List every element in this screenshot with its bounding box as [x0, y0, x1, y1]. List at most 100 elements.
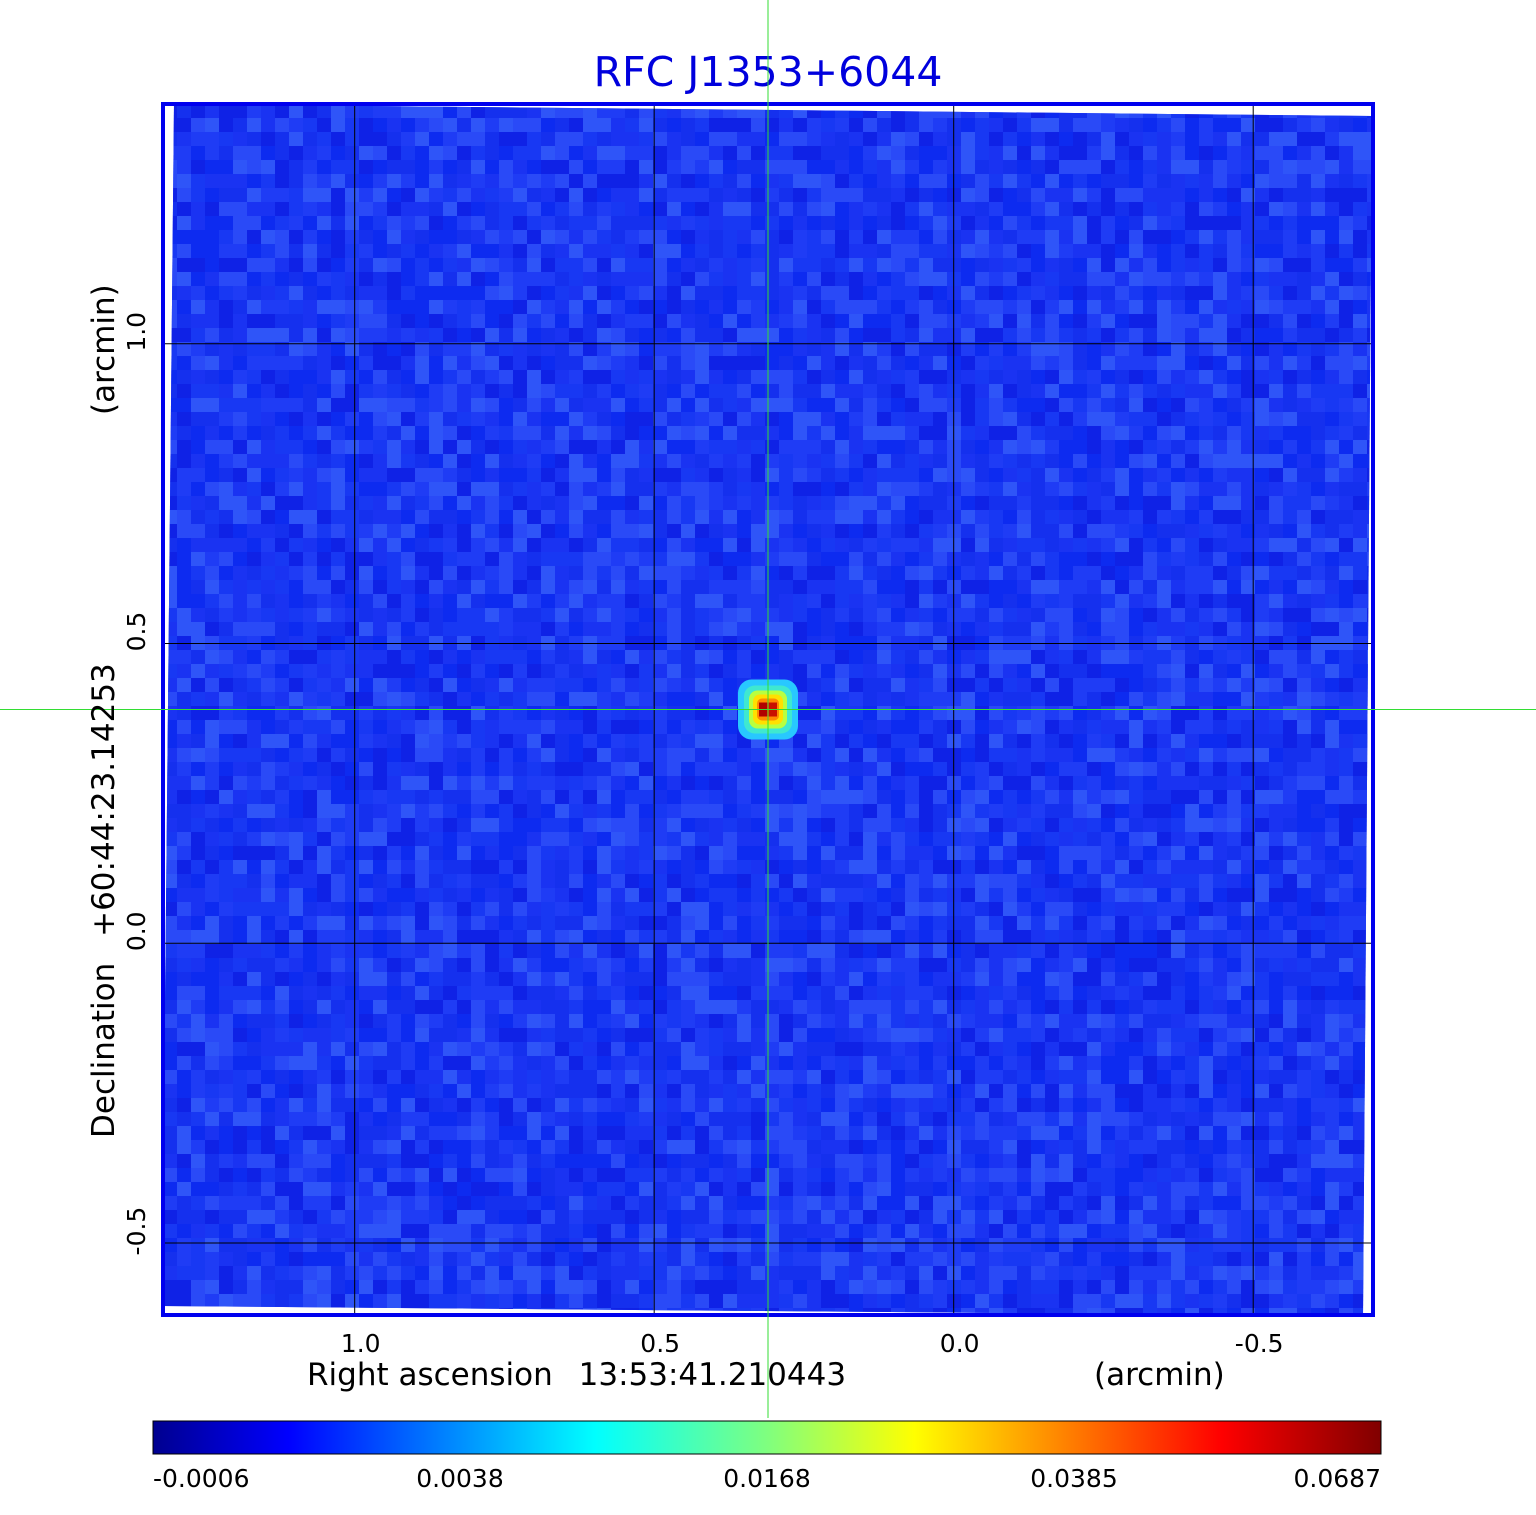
noise-cell	[1101, 244, 1115, 258]
noise-cell	[849, 720, 863, 734]
noise-cell	[611, 566, 625, 580]
noise-cell	[499, 692, 513, 706]
noise-cell	[317, 300, 331, 314]
noise-cell	[891, 426, 905, 440]
noise-cell	[1367, 342, 1372, 356]
noise-cell	[821, 328, 835, 342]
noise-cell	[863, 692, 877, 706]
noise-cell	[1101, 412, 1115, 426]
noise-cell	[275, 146, 289, 160]
noise-cell	[1199, 818, 1213, 832]
noise-cell	[429, 594, 443, 608]
noise-cell	[765, 804, 779, 818]
noise-cell	[163, 720, 177, 734]
noise-cell	[639, 314, 653, 328]
noise-cell	[1339, 370, 1353, 384]
noise-cell	[611, 314, 625, 328]
noise-cell	[485, 132, 499, 146]
noise-cell	[541, 776, 555, 790]
noise-cell	[877, 356, 891, 370]
noise-cell	[1129, 384, 1143, 398]
noise-cell	[1017, 888, 1031, 902]
noise-cell	[275, 692, 289, 706]
noise-cell	[625, 202, 639, 216]
noise-cell	[1213, 762, 1227, 776]
noise-cell	[1003, 776, 1017, 790]
noise-cell	[751, 818, 765, 832]
noise-cell	[849, 818, 863, 832]
noise-cell	[1031, 692, 1045, 706]
noise-cell	[779, 398, 793, 412]
noise-cell	[345, 622, 359, 636]
noise-cell	[1241, 482, 1255, 496]
noise-cell	[191, 496, 205, 510]
noise-cell	[373, 202, 387, 216]
noise-cell	[415, 384, 429, 398]
noise-cell	[849, 174, 863, 188]
noise-cell	[611, 370, 625, 384]
noise-cell	[555, 496, 569, 510]
noise-cell	[821, 370, 835, 384]
noise-cell	[639, 594, 653, 608]
noise-cell	[821, 272, 835, 286]
noise-cell	[205, 622, 219, 636]
noise-cell	[1297, 874, 1311, 888]
noise-cell	[205, 650, 219, 664]
noise-cell	[1045, 398, 1059, 412]
noise-cell	[989, 692, 1003, 706]
noise-cell	[1157, 552, 1171, 566]
noise-cell	[1283, 636, 1297, 650]
noise-cell	[457, 776, 471, 790]
noise-cell	[219, 160, 233, 174]
noise-cell	[359, 510, 373, 524]
noise-cell	[177, 734, 191, 748]
noise-cell	[723, 552, 737, 566]
noise-cell	[1017, 398, 1031, 412]
noise-cell	[1101, 888, 1115, 902]
noise-cell	[1255, 244, 1269, 258]
noise-cell	[681, 678, 695, 692]
noise-cell	[821, 566, 835, 580]
noise-cell	[625, 146, 639, 160]
noise-cell	[401, 314, 415, 328]
noise-cell	[1213, 216, 1227, 230]
noise-cell	[1031, 482, 1045, 496]
noise-cell	[751, 496, 765, 510]
noise-cell	[989, 538, 1003, 552]
noise-cell	[639, 818, 653, 832]
noise-cell	[499, 174, 513, 188]
noise-cell	[1311, 314, 1325, 328]
noise-cell	[807, 454, 821, 468]
noise-cell	[905, 650, 919, 664]
noise-cell	[1087, 552, 1101, 566]
noise-cell	[401, 244, 415, 258]
noise-cell	[667, 104, 681, 118]
noise-cell	[1227, 454, 1241, 468]
noise-cell	[695, 356, 709, 370]
noise-cell	[1227, 748, 1241, 762]
noise-cell	[1171, 678, 1185, 692]
noise-cell	[1003, 202, 1017, 216]
noise-cell	[205, 398, 219, 412]
noise-cell	[275, 622, 289, 636]
noise-cell	[1339, 552, 1353, 566]
noise-cell	[1255, 426, 1269, 440]
noise-cell	[793, 888, 807, 902]
noise-cell	[1017, 314, 1031, 328]
noise-cell	[415, 524, 429, 538]
noise-cell	[275, 720, 289, 734]
noise-cell	[975, 664, 989, 678]
noise-cell	[1143, 286, 1157, 300]
noise-cell	[205, 734, 219, 748]
noise-cell	[317, 650, 331, 664]
noise-cell	[695, 300, 709, 314]
noise-cell	[1185, 244, 1199, 258]
noise-cell	[1199, 888, 1213, 902]
noise-cell	[1199, 622, 1213, 636]
noise-cell	[653, 524, 667, 538]
noise-cell	[891, 104, 905, 118]
noise-cell	[933, 510, 947, 524]
noise-cell	[359, 496, 373, 510]
noise-cell	[709, 608, 723, 622]
noise-cell	[163, 846, 177, 860]
